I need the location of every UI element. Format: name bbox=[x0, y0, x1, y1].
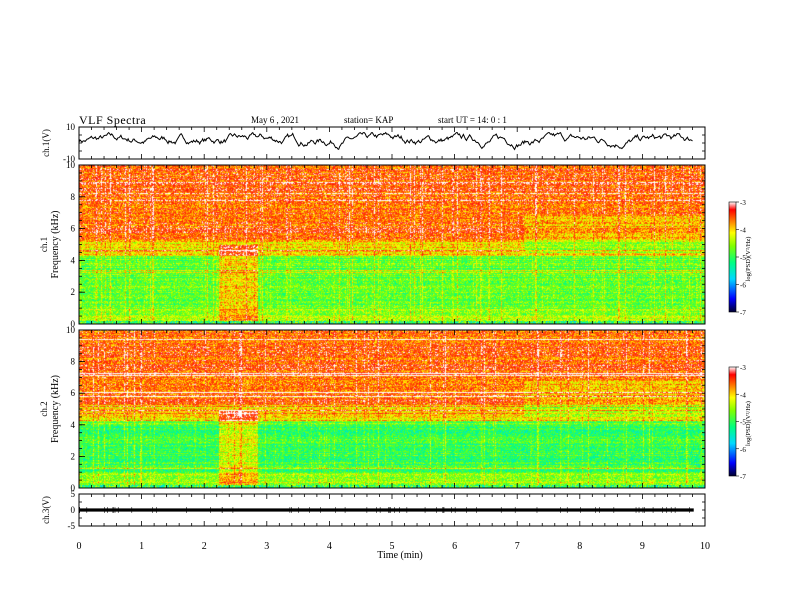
colorbar bbox=[728, 366, 737, 477]
ch2-spectrogram bbox=[79, 330, 705, 488]
x-tick-label: 9 bbox=[640, 541, 645, 552]
x-tick-label: 8 bbox=[577, 541, 582, 552]
colorbar bbox=[728, 201, 737, 313]
y-tick-label: 2 bbox=[71, 451, 76, 461]
x-tick-label: 2 bbox=[202, 541, 207, 552]
y-tick-label: -10 bbox=[63, 154, 75, 164]
y-tick-label: -5 bbox=[68, 521, 76, 531]
y-tick-label: 6 bbox=[71, 388, 76, 398]
frequency-ylabel: Frequency (kHz) bbox=[50, 375, 61, 443]
x-tick-label: 1 bbox=[139, 541, 144, 552]
y-tick-label: 0 bbox=[71, 319, 76, 329]
ch1-ylabel: ch.1(V) bbox=[41, 129, 51, 157]
chart-title: VLF Spectra bbox=[79, 113, 147, 127]
colorbar-tick-label: -4 bbox=[740, 227, 746, 235]
x-tick-label: 5 bbox=[390, 541, 395, 552]
station-label: station= KAP bbox=[344, 115, 394, 125]
colorbar-tick-label: -6 bbox=[740, 282, 746, 290]
colorbar-tick-label: -3 bbox=[740, 199, 746, 207]
colorbar-tick-label: -7 bbox=[740, 473, 746, 481]
ch1-label: ch.1 bbox=[39, 237, 49, 252]
y-tick-label: 4 bbox=[71, 420, 76, 430]
date-label: May 6 , 2021 bbox=[251, 115, 299, 125]
ch3-ylabel: ch.3(V) bbox=[41, 496, 51, 524]
y-tick-label: 10 bbox=[66, 160, 76, 170]
y-tick-label: 10 bbox=[66, 325, 76, 335]
ch1-spectrogram bbox=[79, 165, 705, 324]
start-ut-label: start UT = 14: 0 : 1 bbox=[438, 115, 507, 125]
colorbar-tick-label: -6 bbox=[740, 446, 746, 454]
colorbar-tick-label: -5 bbox=[740, 254, 746, 262]
y-tick-label: 8 bbox=[71, 192, 76, 202]
y-tick-label: 2 bbox=[71, 287, 76, 297]
colorbar-label: log(PSD)(V²/Hz) bbox=[745, 401, 752, 446]
y-tick-label: 4 bbox=[71, 255, 76, 265]
y-tick-label: 0 bbox=[71, 505, 76, 515]
x-tick-label: 6 bbox=[452, 541, 457, 552]
frequency-ylabel: Frequency (kHz) bbox=[50, 210, 61, 278]
y-tick-label: 5 bbox=[71, 489, 76, 499]
colorbar-tick-label: -3 bbox=[740, 364, 746, 372]
x-tick-label: 10 bbox=[700, 541, 710, 552]
colorbar-tick-label: -4 bbox=[740, 391, 746, 399]
x-tick-label: 4 bbox=[327, 541, 332, 552]
y-tick-label: 8 bbox=[71, 357, 76, 367]
ch1-waveform-line bbox=[78, 131, 693, 151]
ch2-label: ch.2 bbox=[39, 401, 49, 416]
y-tick-label: 6 bbox=[71, 224, 76, 234]
x-tick-label: 0 bbox=[77, 541, 82, 552]
y-tick-label: 10 bbox=[66, 122, 76, 132]
y-tick-label: 0 bbox=[71, 483, 76, 493]
x-axis-label: Time (min) bbox=[377, 550, 422, 561]
colorbar-label: log(PSD)(V²/Hz) bbox=[745, 237, 752, 282]
ch3-waveform-band bbox=[79, 508, 694, 512]
x-tick-label: 3 bbox=[264, 541, 269, 552]
colorbar-tick-label: -7 bbox=[740, 309, 746, 317]
x-tick-label: 7 bbox=[515, 541, 520, 552]
colorbar-tick-label: -5 bbox=[740, 419, 746, 427]
